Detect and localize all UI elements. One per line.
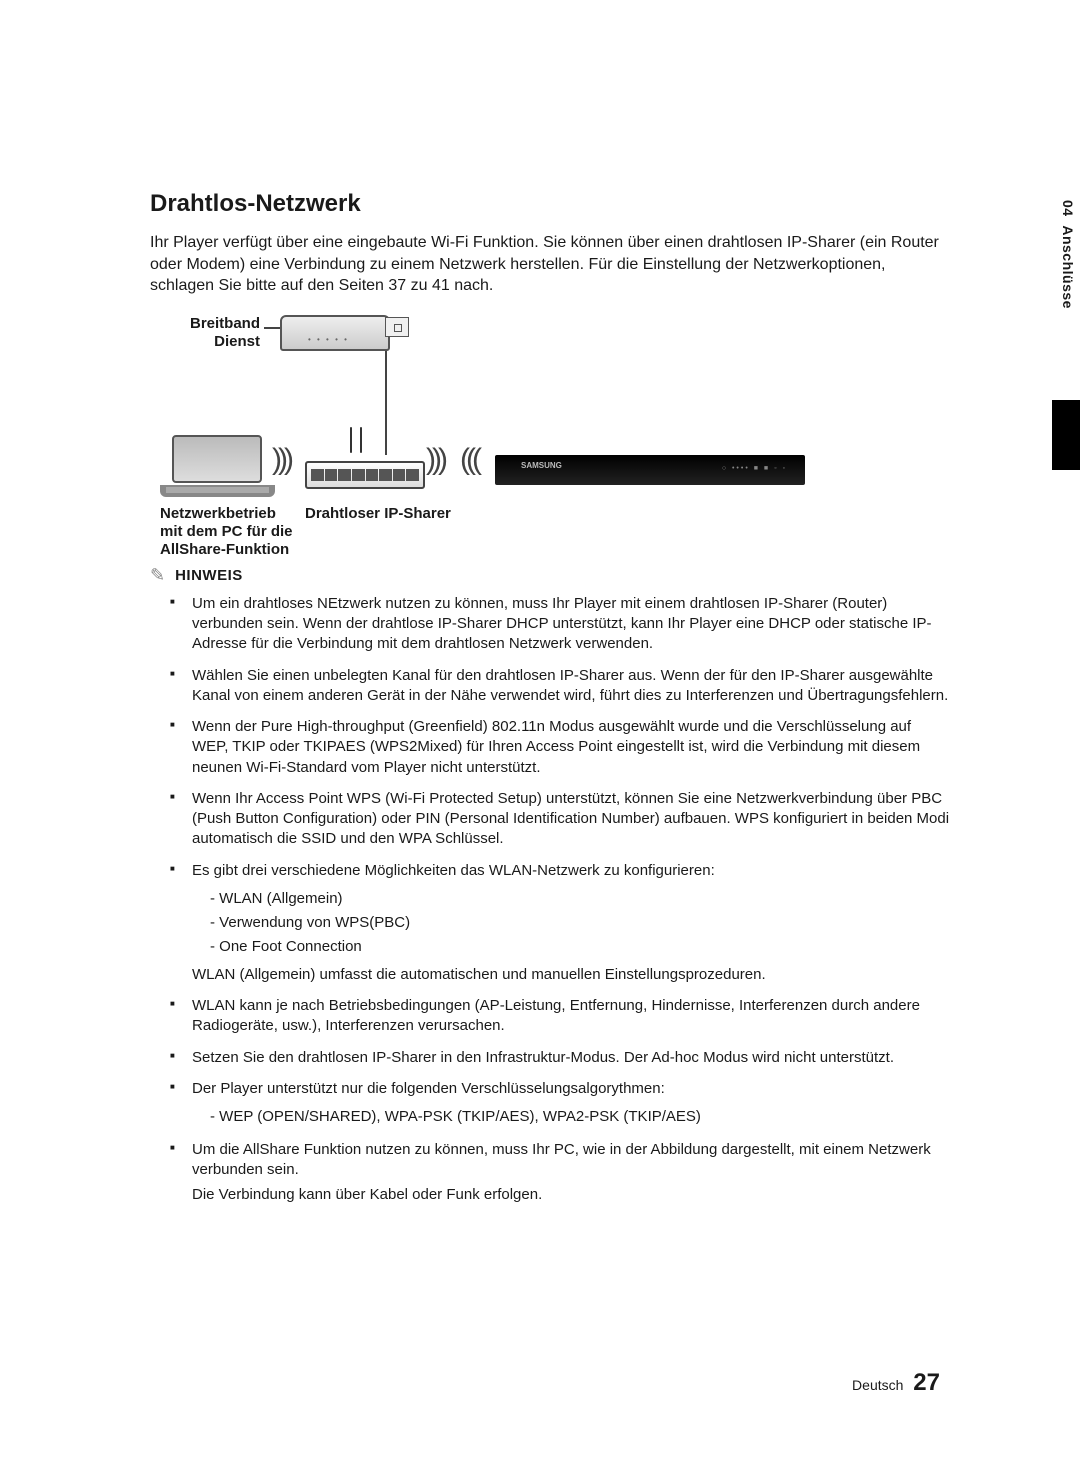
sub-list: WLAN (Allgemein) Verwendung von WPS(PBC)… — [210, 887, 950, 959]
sub-list: WEP (OPEN/SHARED), WPA-PSK (TKIP/AES), W… — [210, 1105, 950, 1129]
network-diagram: Breitband Dienst • • • • • ))) ))) ))) S… — [160, 315, 820, 545]
pc-label-l1: Netzwerkbetrieb — [160, 505, 276, 522]
pc-label-l2: mit dem PC für die — [160, 523, 293, 540]
note-text: Der Player unterstützt nur die folgenden… — [192, 1080, 665, 1097]
wifi-waves-icon: ))) — [272, 443, 290, 477]
player-brand: SAMSUNG — [521, 461, 562, 470]
laptop-icon — [160, 435, 275, 497]
note-text: WLAN (Allgemein) umfasst die automatisch… — [192, 965, 950, 985]
player-device-icon: SAMSUNG ○ •••• ■ ■ ◦ ◦ — [495, 455, 805, 485]
note-item: Setzen Sie den drahtlosen IP-Sharer in d… — [192, 1048, 950, 1068]
note-text: Die Verbindung kann über Kabel oder Funk… — [192, 1185, 950, 1205]
wifi-waves-icon: ))) — [426, 443, 444, 477]
broadband-label: Breitband Dienst — [190, 315, 260, 351]
wall-socket-icon — [385, 317, 409, 337]
footer-lang: Deutsch — [852, 1377, 903, 1393]
diagram-line — [385, 351, 387, 437]
note-item: Wenn Ihr Access Point WPS (Wi-Fi Protect… — [192, 789, 950, 850]
note-item: Wenn der Pure High-throughput (Greenfiel… — [192, 717, 950, 778]
note-text: Es gibt drei verschiedene Möglichkeiten … — [192, 862, 715, 879]
broadband-label-l2: Dienst — [214, 333, 260, 350]
wifi-waves-icon: ))) — [464, 443, 482, 477]
pc-label-l3: AllShare-Funktion — [160, 541, 289, 558]
router-label: Drahtloser IP-Sharer — [305, 505, 451, 523]
note-item: Um ein drahtloses NEtzwerk nutzen zu kön… — [192, 594, 950, 655]
router-antenna-icon — [350, 427, 352, 453]
sub-item: WEP (OPEN/SHARED), WPA-PSK (TKIP/AES), W… — [210, 1105, 950, 1129]
notes-list: Um ein drahtloses NEtzwerk nutzen zu kön… — [150, 594, 950, 1205]
note-item: Der Player unterstützt nur die folgenden… — [192, 1079, 950, 1129]
router-antenna-icon — [360, 427, 362, 453]
page-content: Drahtlos-Netzwerk Ihr Player verfügt übe… — [0, 0, 1080, 1276]
note-item: Um die AllShare Funktion nutzen zu könne… — [192, 1140, 950, 1205]
player-leds-icon: ○ •••• ■ ■ ◦ ◦ — [722, 465, 787, 472]
note-icon: ✎ — [150, 565, 165, 586]
note-header: ✎ HINWEIS — [150, 565, 950, 586]
intro-paragraph: Ihr Player verfügt über eine eingebaute … — [150, 232, 950, 297]
note-item: WLAN kann je nach Betriebsbedingungen (A… — [192, 996, 950, 1037]
page-footer: Deutsch 27 — [852, 1369, 940, 1397]
sub-item: WLAN (Allgemein) — [210, 887, 950, 911]
modem-icon: • • • • • — [280, 315, 390, 351]
page-title: Drahtlos-Netzwerk — [150, 190, 950, 218]
note-text: Um die AllShare Funktion nutzen zu könne… — [192, 1141, 931, 1178]
broadband-label-l1: Breitband — [190, 315, 260, 332]
pc-label: Netzwerkbetrieb mit dem PC für die AllSh… — [160, 505, 300, 559]
note-item: Es gibt drei verschiedene Möglichkeiten … — [192, 861, 950, 986]
sub-item: One Foot Connection — [210, 935, 950, 959]
router-icon — [305, 451, 425, 489]
sub-item: Verwendung von WPS(PBC) — [210, 911, 950, 935]
footer-page-number: 27 — [913, 1369, 940, 1396]
diagram-line — [264, 327, 280, 329]
note-item: Wählen Sie einen unbelegten Kanal für de… — [192, 666, 950, 707]
note-label: HINWEIS — [175, 567, 243, 584]
